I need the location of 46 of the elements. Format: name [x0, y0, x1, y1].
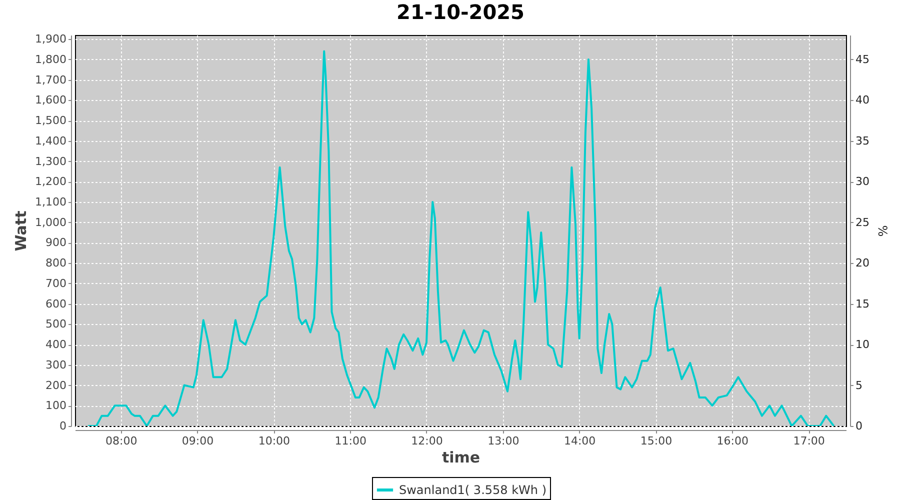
- x-tick-label: 11:00: [334, 434, 366, 448]
- y-tick-label: 1,800: [35, 52, 66, 66]
- y-tick-label: 600: [46, 297, 66, 310]
- y-tick-label: 1,200: [35, 175, 66, 188]
- y-tick-label: 1,700: [35, 73, 66, 86]
- legend-label: Swanland1( 3.558 kWh ): [399, 483, 547, 497]
- x-tick-label: 17:00: [793, 434, 825, 448]
- y2-tick-label: 35: [856, 134, 870, 148]
- x-tick-label: 12:00: [411, 434, 443, 448]
- y-tick-label: 1,000: [35, 216, 66, 229]
- y2-tick-label: 40: [856, 94, 870, 107]
- y2-tick-label: 15: [856, 297, 870, 310]
- x-axis-title: time: [442, 448, 480, 466]
- y2-tick-label: 25: [856, 216, 870, 229]
- x-tick-label: 16:00: [716, 434, 748, 448]
- y-tick-label: 100: [46, 399, 66, 412]
- x-tick-label: 10:00: [258, 434, 290, 448]
- x-tick-label: 13:00: [488, 434, 520, 448]
- y-tick-label: 0: [60, 420, 66, 432]
- x-tick-label: 09:00: [182, 434, 214, 448]
- chart-title: 21-10-2025: [396, 0, 524, 24]
- y-tick-label: 400: [46, 338, 66, 352]
- y-tick-label: 1,500: [35, 114, 66, 128]
- y2-tick-label: 45: [856, 52, 870, 66]
- y-tick-label: 500: [46, 318, 66, 331]
- y-tick-label: 1,600: [35, 94, 66, 107]
- y-axis-title: Watt: [12, 210, 30, 252]
- x-tick-label: 15:00: [640, 434, 672, 448]
- y-tick-label: 1,900: [35, 32, 66, 46]
- y-tick-label: 1,100: [35, 195, 66, 208]
- x-tick-label: 08:00: [105, 434, 138, 448]
- y2-tick-label: 20: [856, 256, 870, 270]
- y-tick-label: 1,400: [35, 134, 66, 148]
- y-tick-label: 200: [46, 378, 66, 392]
- y-tick-label: 300: [46, 358, 66, 372]
- line-series: [86, 50, 835, 426]
- y-tick-label: 900: [46, 236, 66, 250]
- y2-tick-label: 5: [856, 378, 862, 392]
- y-tick-label: 800: [46, 256, 66, 270]
- y2-axis-title: %: [875, 225, 890, 237]
- y2-tick-label: 10: [856, 338, 870, 352]
- y-tick-label: 700: [46, 276, 66, 290]
- y-tick-label: 1,300: [35, 154, 66, 168]
- y2-tick-label: 0: [856, 420, 862, 432]
- y2-tick-label: 30: [856, 175, 870, 188]
- x-tick-label: 14:00: [564, 434, 596, 448]
